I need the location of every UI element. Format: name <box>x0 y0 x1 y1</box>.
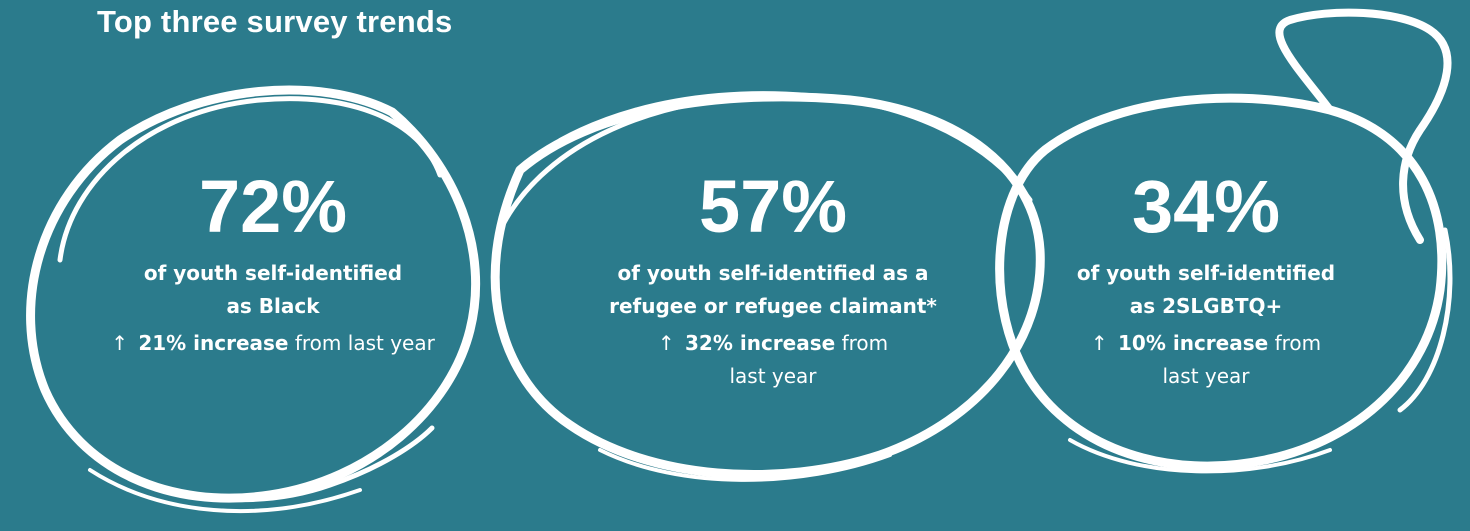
circle-2-stroke-4 <box>598 448 892 482</box>
description-line: as Black <box>226 294 320 318</box>
circle-3-stroke-3 <box>1068 438 1332 474</box>
circle-1-stroke-3 <box>57 417 435 503</box>
circle-3-loop <box>1275 8 1452 244</box>
stat-change: ↑ 10% increase from last year <box>996 327 1416 393</box>
up-arrow-icon: ↑ <box>111 331 128 355</box>
change-amount: 32% increase <box>685 331 836 355</box>
description-line: of youth self-identified as a <box>617 261 929 285</box>
change-context: from last year <box>294 331 435 355</box>
change-context: from <box>841 331 889 355</box>
stat-description: of youth self-identified as Black <box>63 257 483 323</box>
stat-description: of youth self-identified as a refugee or… <box>563 257 983 323</box>
page-title: Top three survey trends <box>97 4 453 39</box>
stat-card-3: 34% of youth self-identified as 2SLGBTQ+… <box>996 170 1416 393</box>
stat-card-2: 57% of youth self-identified as a refuge… <box>563 170 983 393</box>
description-line: refugee or refugee claimant* <box>609 294 937 318</box>
circle-1-stroke-4 <box>88 468 362 514</box>
stat-card-1: 72% of youth self-identified as Black ↑ … <box>63 170 483 360</box>
description-line: of youth self-identified <box>1076 261 1336 285</box>
description-line: of youth self-identified <box>143 261 403 285</box>
description-line: as 2SLGBTQ+ <box>1129 294 1283 318</box>
change-context: last year <box>729 364 817 388</box>
up-arrow-icon: ↑ <box>1090 331 1108 355</box>
change-amount: 21% increase <box>138 331 289 355</box>
circle-3-stroke-2 <box>1397 227 1453 413</box>
stat-change: ↑ 32% increase from last year <box>563 327 983 393</box>
change-context: last year <box>1162 364 1250 388</box>
change-context: from <box>1274 331 1322 355</box>
up-arrow-icon: ↑ <box>657 331 675 355</box>
change-amount: 10% increase <box>1118 331 1269 355</box>
circle-2-stroke-3 <box>558 91 902 142</box>
stat-change: ↑ 21% increase from last year <box>63 327 483 360</box>
stat-description: of youth self-identified as 2SLGBTQ+ <box>996 257 1416 323</box>
stat-value: 72% <box>198 165 348 248</box>
circle-1-stroke-2 <box>57 96 443 263</box>
circle-3-outline <box>995 93 1447 471</box>
stat-value: 57% <box>698 165 848 248</box>
stat-value: 34% <box>1131 165 1281 248</box>
